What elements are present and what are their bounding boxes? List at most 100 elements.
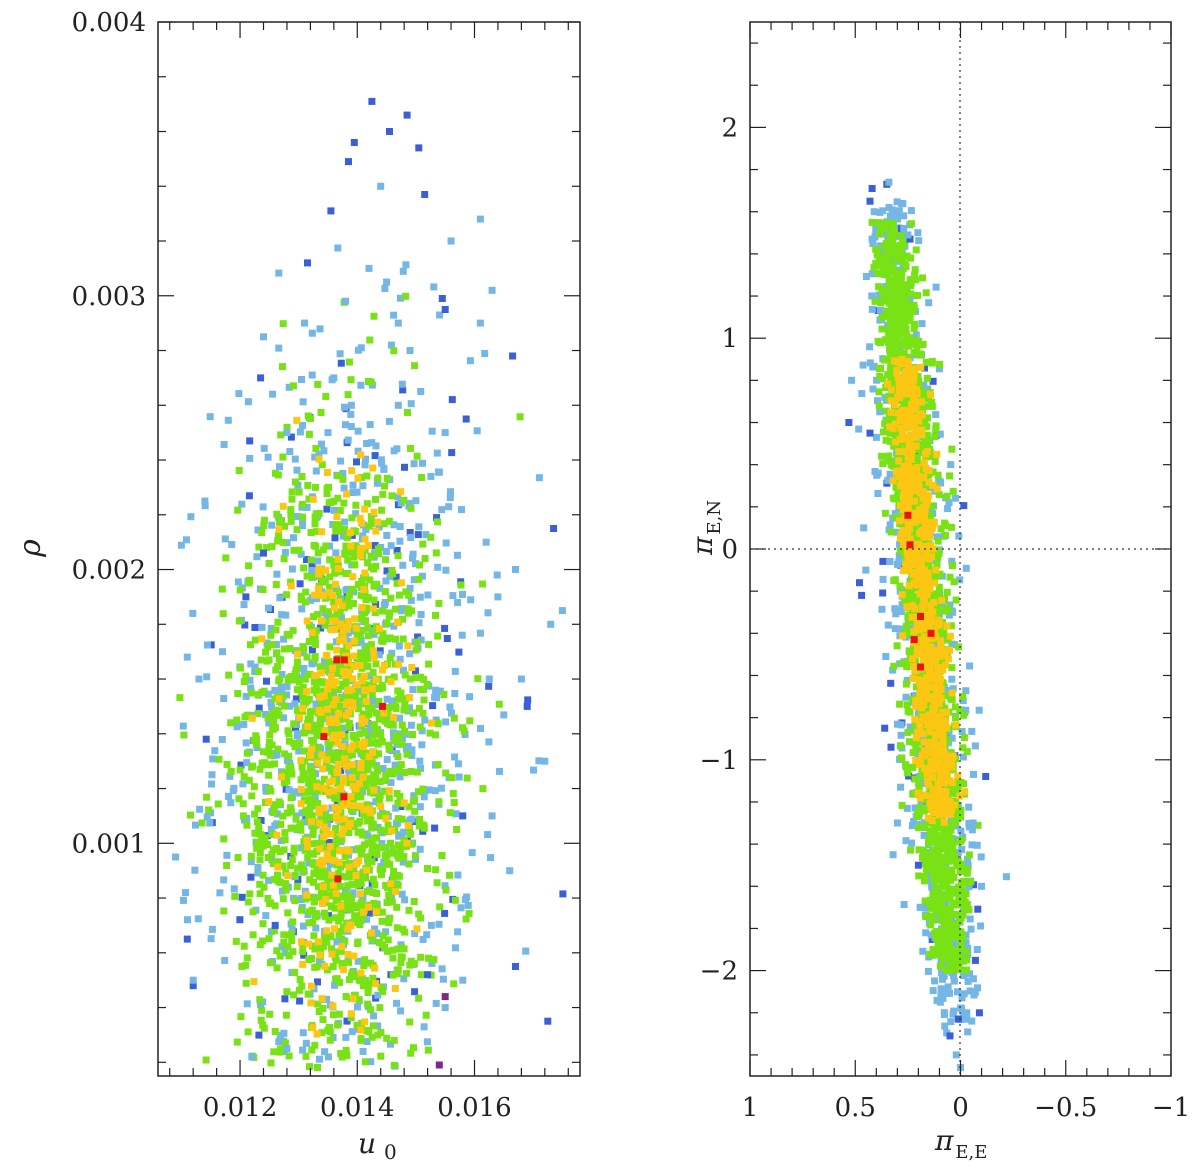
left-point-green-mid [233,1038,241,1046]
left-point-yellow-core [357,759,365,767]
right-point-green-mid [911,775,919,783]
right-point-blue-light-halo [893,720,901,728]
left-point-blue-light-halo [295,747,303,755]
left-point-blue-light-halo [376,584,384,592]
left-point-green-mid [234,690,242,697]
right-point-green-mid [893,642,901,650]
left-point-green-mid [223,862,231,869]
left-point-green-mid [301,747,309,755]
left-point-green-mid [360,962,368,970]
left-point-yellow-core [297,938,305,946]
right-point-blue-light-halo [946,601,954,609]
right-point-green-mid [886,284,894,292]
right-point-blue-light-halo [957,827,965,835]
right-point-green-mid [888,291,896,299]
left-point-blue-light-halo [191,866,199,874]
left-point-green-mid [364,632,372,640]
left-point-green-mid [374,725,382,733]
left-point-green-mid [282,1011,290,1019]
right-point-green-mid [935,946,943,954]
left-point-green-mid [325,892,333,900]
left-point-green-mid [420,686,427,693]
right-point-green-mid [924,402,932,410]
left-point-green-mid [386,654,394,662]
left-point-green-mid [307,556,315,564]
left-point-green-mid [419,540,427,548]
left-point-green-mid [463,774,471,782]
left-point-green-mid [400,853,408,861]
left-point-blue-light-halo [342,887,349,894]
left-point-green-mid [304,695,312,703]
left-point-blue-light-halo [396,773,404,781]
left-point-blue-dark-halo [236,916,244,924]
left-point-green-mid [352,501,360,509]
left-point-green-mid [383,620,391,628]
left-point-blue-light-halo [485,675,493,683]
left-point-blue-light-halo [300,664,308,672]
right-point-green-mid [904,596,912,604]
right-point-green-mid [960,711,968,719]
right-point-green-mid [913,343,921,351]
right-point-green-mid [923,757,930,765]
right-point-blue-light-halo [897,721,905,729]
left-point-green-mid [311,822,319,830]
right-point-green-mid [889,220,897,227]
left-point-green-mid [283,809,291,817]
left-point-green-mid [340,619,348,627]
left-point-yellow-core [352,872,360,879]
right-point-green-mid [949,927,957,935]
left-point-yellow-core [330,857,338,865]
left-point-green-mid [336,927,344,935]
left-point-green-mid [272,581,280,588]
left-point-green-mid [385,703,393,711]
right-point-green-mid [929,916,937,924]
left-point-green-mid [293,706,301,714]
left-point-green-mid [280,939,288,946]
left-point-yellow-core [345,863,353,871]
left-point-blue-light [406,347,414,354]
right-point-blue-light-halo [898,625,906,633]
left-point-yellow-core [356,552,364,560]
left-point-blue-dark-halo [314,978,321,986]
right-point-green-mid [870,263,878,271]
left-point-blue-light-halo [484,609,492,617]
left-point-green-mid [306,849,314,857]
left-point-blue-light-halo [410,460,418,468]
left-point-green-mid [256,849,264,856]
left-point-green-mid [359,783,367,791]
left-point-green-mid [332,794,340,802]
right-point-green-mid [893,315,901,322]
right-point-green-mid [932,933,940,941]
left-point-green-mid [258,1006,266,1014]
left-point-green-mid [361,956,369,964]
left-point-blue-light-halo [230,784,238,792]
right-point-green-mid [909,790,917,798]
left-point-green-mid [327,933,335,941]
right-point-blue-light-halo [874,397,881,405]
left-point-green-mid [284,909,292,917]
left-point-yellow-core [364,903,372,911]
right-point-green-mid [919,274,927,282]
left-point-green-mid [373,843,381,851]
right-point-blue-dark-halo [971,956,979,964]
left-point-green-mid [238,963,246,970]
left-point-green-mid [308,574,316,581]
left-point-green-mid [270,715,277,723]
left-point-green-mid [333,834,341,842]
left-point-green-mid [354,917,362,925]
right-point-blue-light-halo [952,494,960,502]
right-point-blue-light-halo [871,468,879,475]
left-point-green-mid [252,732,260,740]
left-point-yellow-core [345,822,353,830]
left-point-green-mid [312,445,320,452]
right-point-green-mid [946,905,954,913]
left-point-green-mid [281,522,288,530]
left-point-blue-dark-halo [202,735,210,743]
left-point-blue-dark [459,812,467,820]
right-point-green-mid [909,749,917,757]
left-point-blue-light [512,566,519,573]
left-point-green-mid [354,819,362,827]
right-point-green-mid [964,866,972,874]
right-point-blue-light-halo [888,206,896,214]
left-point-green-mid [479,785,487,793]
